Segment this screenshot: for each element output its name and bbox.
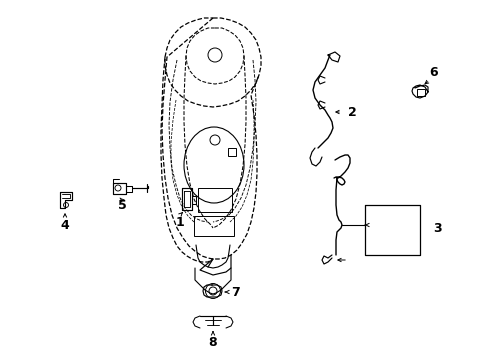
Bar bbox=[227, 148, 236, 156]
Text: 7: 7 bbox=[231, 285, 240, 298]
Text: 4: 4 bbox=[61, 219, 69, 231]
Text: 6: 6 bbox=[429, 66, 437, 78]
Text: 5: 5 bbox=[118, 198, 126, 212]
Bar bbox=[416, 89, 424, 96]
Text: 3: 3 bbox=[432, 221, 440, 234]
Text: 1: 1 bbox=[175, 216, 184, 229]
Bar bbox=[194, 216, 234, 236]
Text: 2: 2 bbox=[347, 105, 356, 118]
Text: 8: 8 bbox=[208, 336, 217, 348]
Bar bbox=[198, 188, 231, 212]
